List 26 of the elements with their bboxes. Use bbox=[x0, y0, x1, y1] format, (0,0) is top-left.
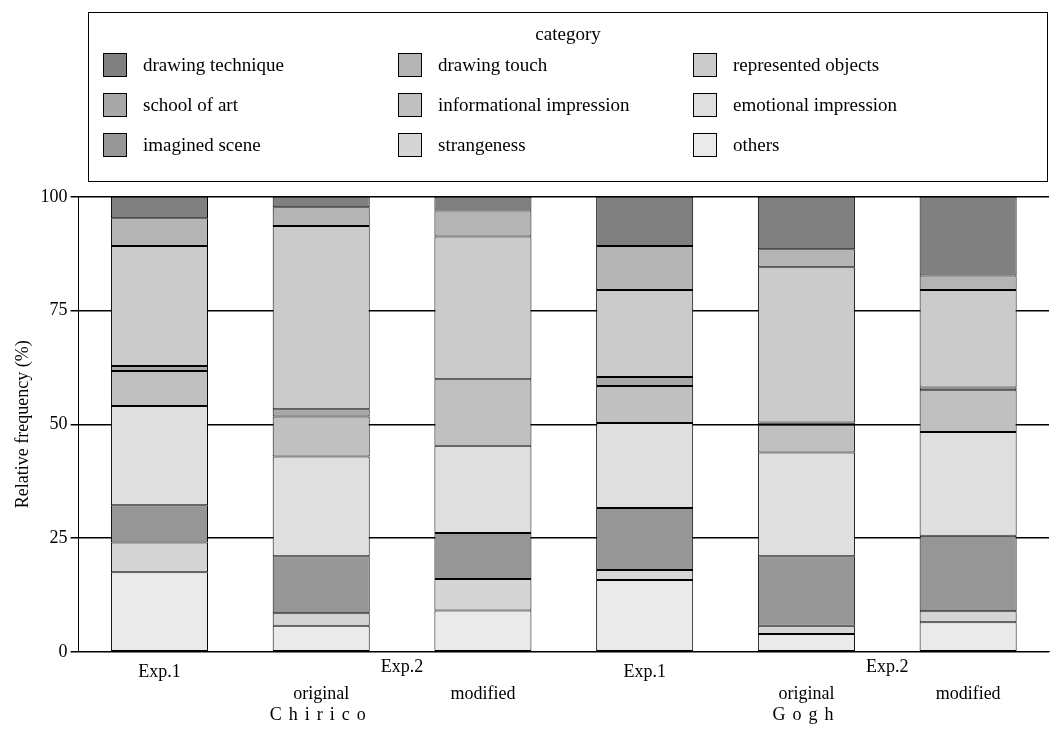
legend-label: drawing touch bbox=[438, 54, 548, 76]
legend-label: informational impression bbox=[438, 94, 630, 116]
x-tick-label: modified bbox=[935, 682, 1001, 703]
x-tick-label: Exp.1 bbox=[138, 661, 181, 682]
y-tick-label: 100 bbox=[40, 185, 68, 206]
y-axis-title: Relative frequency (%) bbox=[11, 340, 33, 509]
x-tick-label: original bbox=[778, 682, 835, 703]
text: Chirico bbox=[269, 703, 373, 724]
legend-label: drawing technique bbox=[143, 54, 284, 76]
y-tick-label: 25 bbox=[49, 526, 68, 547]
x-tick-label: Exp.1 bbox=[623, 661, 666, 682]
legend-label: emotional impression bbox=[733, 94, 898, 116]
y-tick-label: 0 bbox=[58, 640, 68, 661]
legend-label: represented objects bbox=[733, 54, 880, 76]
legend-label: others bbox=[733, 134, 780, 156]
legend-title: category bbox=[534, 23, 602, 46]
y-tick-label: 75 bbox=[49, 299, 68, 320]
legend-label: imagined scene bbox=[143, 134, 261, 156]
y-tick-label: 50 bbox=[49, 413, 68, 434]
text: Exp.2 bbox=[866, 655, 909, 676]
text: Gogh bbox=[772, 703, 841, 724]
text: Exp.2 bbox=[380, 655, 424, 676]
x-tick-label: modified bbox=[450, 682, 516, 703]
legend-label: strangeness bbox=[438, 134, 526, 156]
legend-label: school of art bbox=[143, 94, 238, 116]
x-tick-label: original bbox=[293, 682, 350, 703]
